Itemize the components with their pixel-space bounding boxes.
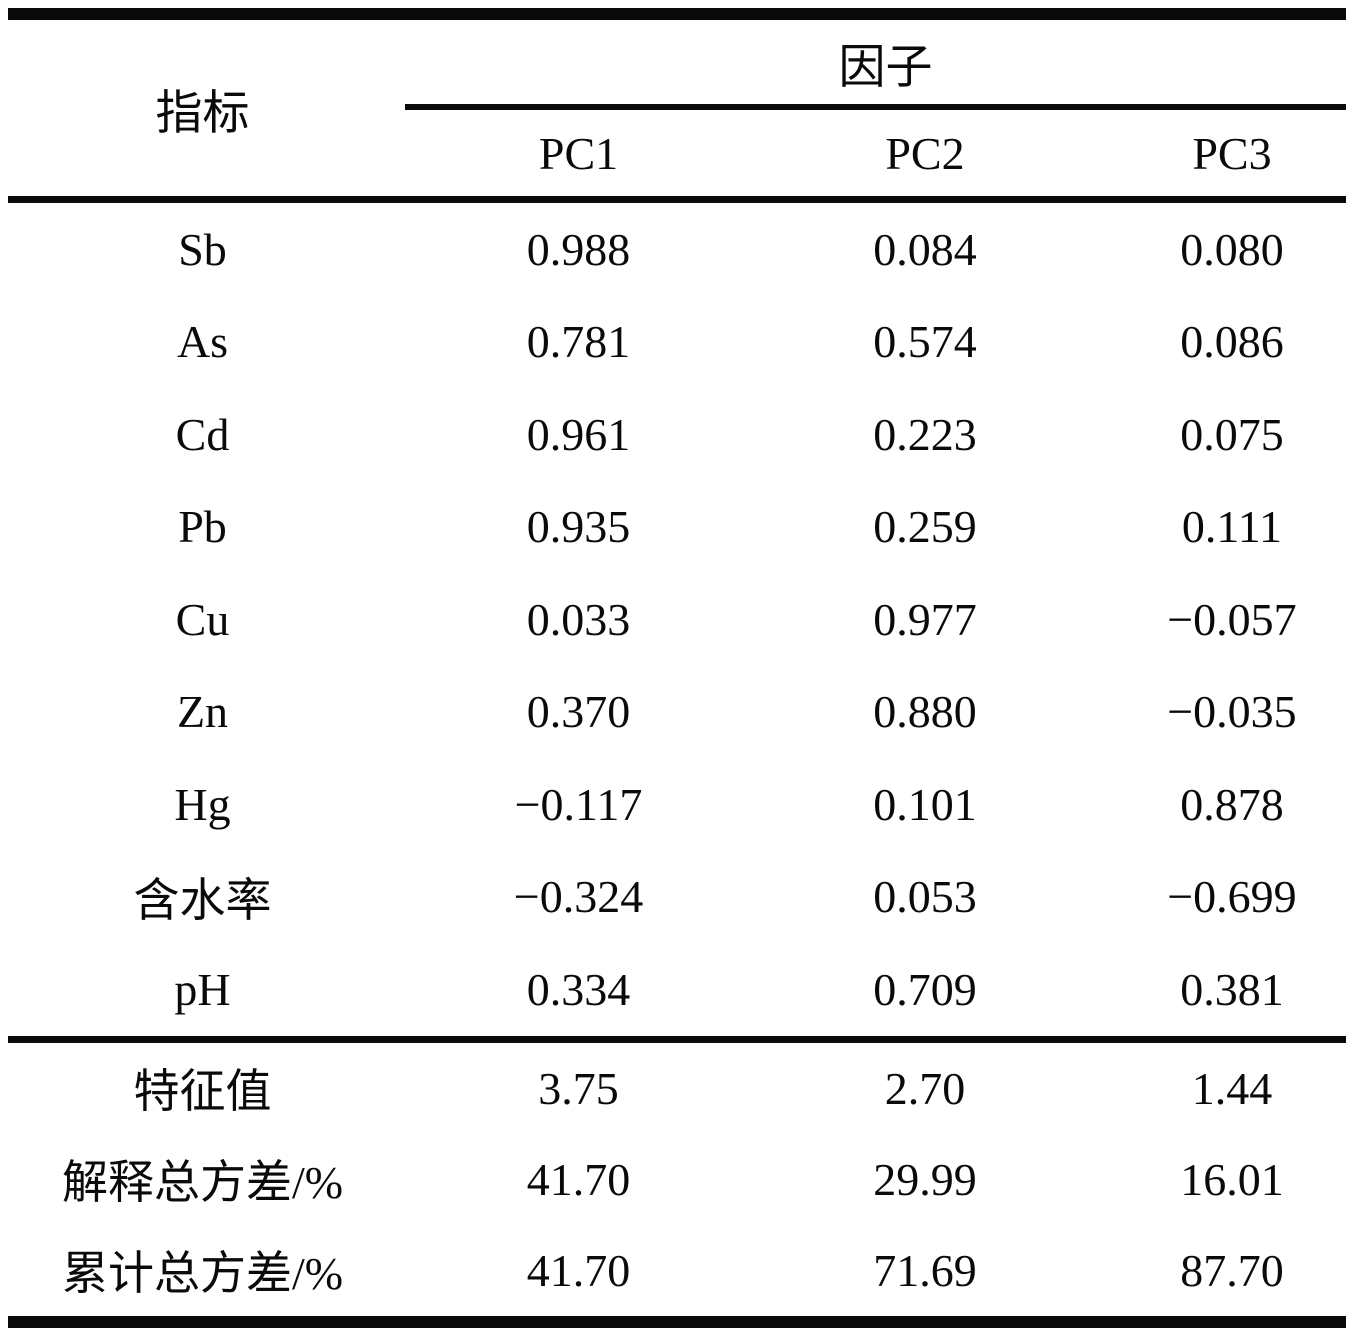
cell-value: 0.381 [1180,963,1284,1015]
cell-value: 3.75 [538,1062,619,1114]
table-row: Hg −0.117 0.101 0.878 [0,758,1366,851]
table-row: 累计总方差/% 41.70 71.69 87.70 [0,1225,1366,1316]
cell-value: −0.117 [514,778,643,830]
cell-value: 0.709 [873,963,977,1015]
cell-value: −0.057 [1167,593,1297,645]
cell-value: 0.080 [1180,223,1284,275]
cell-value: 0.961 [526,408,631,460]
cell-value: 0.075 [1180,408,1284,460]
column-header-pc1: PC1 [538,127,619,179]
cell-value: −0.035 [1167,686,1297,738]
cell-value: 0.370 [526,686,631,738]
row-label: 特征值 [133,1066,272,1117]
cell-value: 0.111 [1181,501,1283,553]
table-header: 指标 因子 PC1 PC2 PC3 [0,20,1366,196]
row-label: Zn [176,686,229,738]
row-label: Hg [174,778,231,830]
cell-value: 0.086 [1180,316,1284,368]
row-label: 累计总方差/% [61,1248,344,1299]
cell-value: 0.223 [873,408,977,460]
cell-value: 87.70 [1180,1244,1284,1296]
table-row: As 0.781 0.574 0.086 [0,296,1366,389]
table-row: 含水率 −0.324 0.053 −0.699 [0,851,1366,944]
table-bottom-border [8,1315,1346,1328]
cell-value: 71.69 [873,1244,977,1296]
table-body: Sb 0.988 0.084 0.080 As 0.781 0.574 0.08… [0,203,1366,1036]
row-label: As [176,316,229,368]
row-label: Sb [178,223,227,275]
cell-value: 0.880 [873,686,977,738]
cell-value: 0.259 [873,501,977,553]
row-label: 含水率 [133,874,272,926]
cell-value: 1.44 [1191,1062,1273,1114]
summary-top-border [8,1035,1346,1043]
factor-underline [405,104,1346,110]
table-row: 解释总方差/% 41.70 29.99 16.01 [0,1134,1366,1225]
cell-value: 0.053 [873,871,977,923]
cell-value: 0.084 [873,223,977,275]
table-row: Sb 0.988 0.084 0.080 [0,203,1366,296]
table-summary: 特征值 3.75 2.70 1.44 解释总方差/% 41.70 29.99 1… [0,1043,1366,1316]
table-top-border [8,8,1346,20]
table-row: pH 0.334 0.709 0.381 [0,943,1366,1036]
cell-value: 0.977 [873,593,977,645]
header-factor-group: 因子 PC1 PC2 PC3 [405,20,1366,196]
column-header-pc3: PC3 [1192,127,1272,179]
header-factor-label: 因子 [838,41,933,94]
table-row: 特征值 3.75 2.70 1.44 [0,1043,1366,1134]
header-bottom-border [8,196,1346,203]
table-row: Zn 0.370 0.880 −0.035 [0,666,1366,759]
cell-value: −0.324 [513,871,644,923]
cell-value: 0.574 [873,316,977,368]
table-row: Pb 0.935 0.259 0.111 [0,481,1366,574]
cell-value: 0.878 [1180,778,1284,830]
cell-value: 0.935 [526,501,631,553]
cell-value: 41.70 [526,1153,631,1205]
cell-value: 0.101 [873,778,977,830]
pca-loadings-table: 指标 因子 PC1 PC2 PC3 Sb 0.988 0.084 0.080 A… [0,8,1366,1328]
pc-columns-row: PC1 PC2 PC3 [405,110,1366,196]
column-header-pc2: PC2 [885,127,965,179]
header-indicator-label: 指标 [155,87,250,140]
cell-value: 2.70 [884,1062,966,1114]
row-label: Pb [178,501,227,553]
cell-value: 0.988 [526,223,631,275]
row-label: 解释总方差/% [61,1157,344,1208]
cell-value: 0.334 [526,963,631,1015]
cell-value: 29.99 [873,1153,977,1205]
cell-value: −0.699 [1167,871,1297,923]
cell-value: 41.70 [526,1244,631,1296]
row-label: Cu [175,593,230,645]
row-label: Cd [175,408,230,460]
cell-value: 16.01 [1180,1153,1284,1205]
cell-value: 0.033 [526,593,631,645]
table-row: Cd 0.961 0.223 0.075 [0,388,1366,481]
row-label: pH [174,963,231,1015]
table-row: Cu 0.033 0.977 −0.057 [0,573,1366,666]
cell-value: 0.781 [526,316,631,368]
